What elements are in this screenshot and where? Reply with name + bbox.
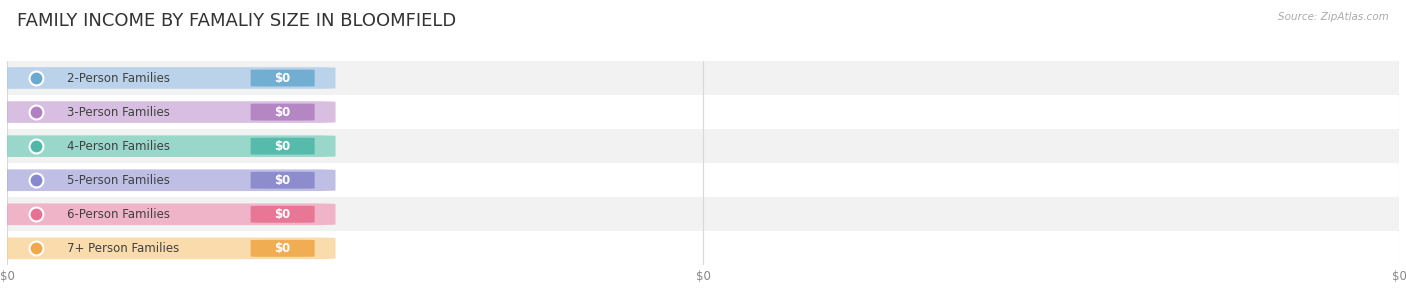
Text: $0: $0 (274, 72, 291, 84)
Bar (7, 231, 1399, 265)
FancyBboxPatch shape (250, 104, 315, 120)
FancyBboxPatch shape (250, 70, 315, 87)
Text: 7+ Person Families: 7+ Person Families (67, 242, 179, 255)
Text: $0: $0 (274, 242, 291, 255)
Bar (7, 129, 1399, 163)
Bar (7, 163, 1399, 197)
Bar (7, 61, 1399, 95)
Bar (7, 197, 1399, 231)
Text: $0: $0 (274, 106, 291, 119)
FancyBboxPatch shape (0, 238, 336, 259)
Text: $0: $0 (274, 174, 291, 187)
Text: 2-Person Families: 2-Person Families (67, 72, 170, 84)
FancyBboxPatch shape (0, 203, 336, 225)
Text: $0: $0 (274, 208, 291, 221)
Text: $0: $0 (274, 140, 291, 152)
FancyBboxPatch shape (0, 135, 336, 157)
Bar (7, 95, 1399, 129)
Text: 5-Person Families: 5-Person Families (67, 174, 170, 187)
FancyBboxPatch shape (250, 172, 315, 189)
FancyBboxPatch shape (0, 169, 336, 191)
Text: FAMILY INCOME BY FAMALIY SIZE IN BLOOMFIELD: FAMILY INCOME BY FAMALIY SIZE IN BLOOMFI… (17, 12, 456, 30)
Text: 4-Person Families: 4-Person Families (67, 140, 170, 152)
FancyBboxPatch shape (250, 240, 315, 257)
FancyBboxPatch shape (0, 67, 336, 89)
FancyBboxPatch shape (250, 206, 315, 223)
Text: Source: ZipAtlas.com: Source: ZipAtlas.com (1278, 12, 1389, 22)
Text: 6-Person Families: 6-Person Families (67, 208, 170, 221)
FancyBboxPatch shape (250, 138, 315, 155)
Text: 3-Person Families: 3-Person Families (67, 106, 170, 119)
FancyBboxPatch shape (0, 101, 336, 123)
